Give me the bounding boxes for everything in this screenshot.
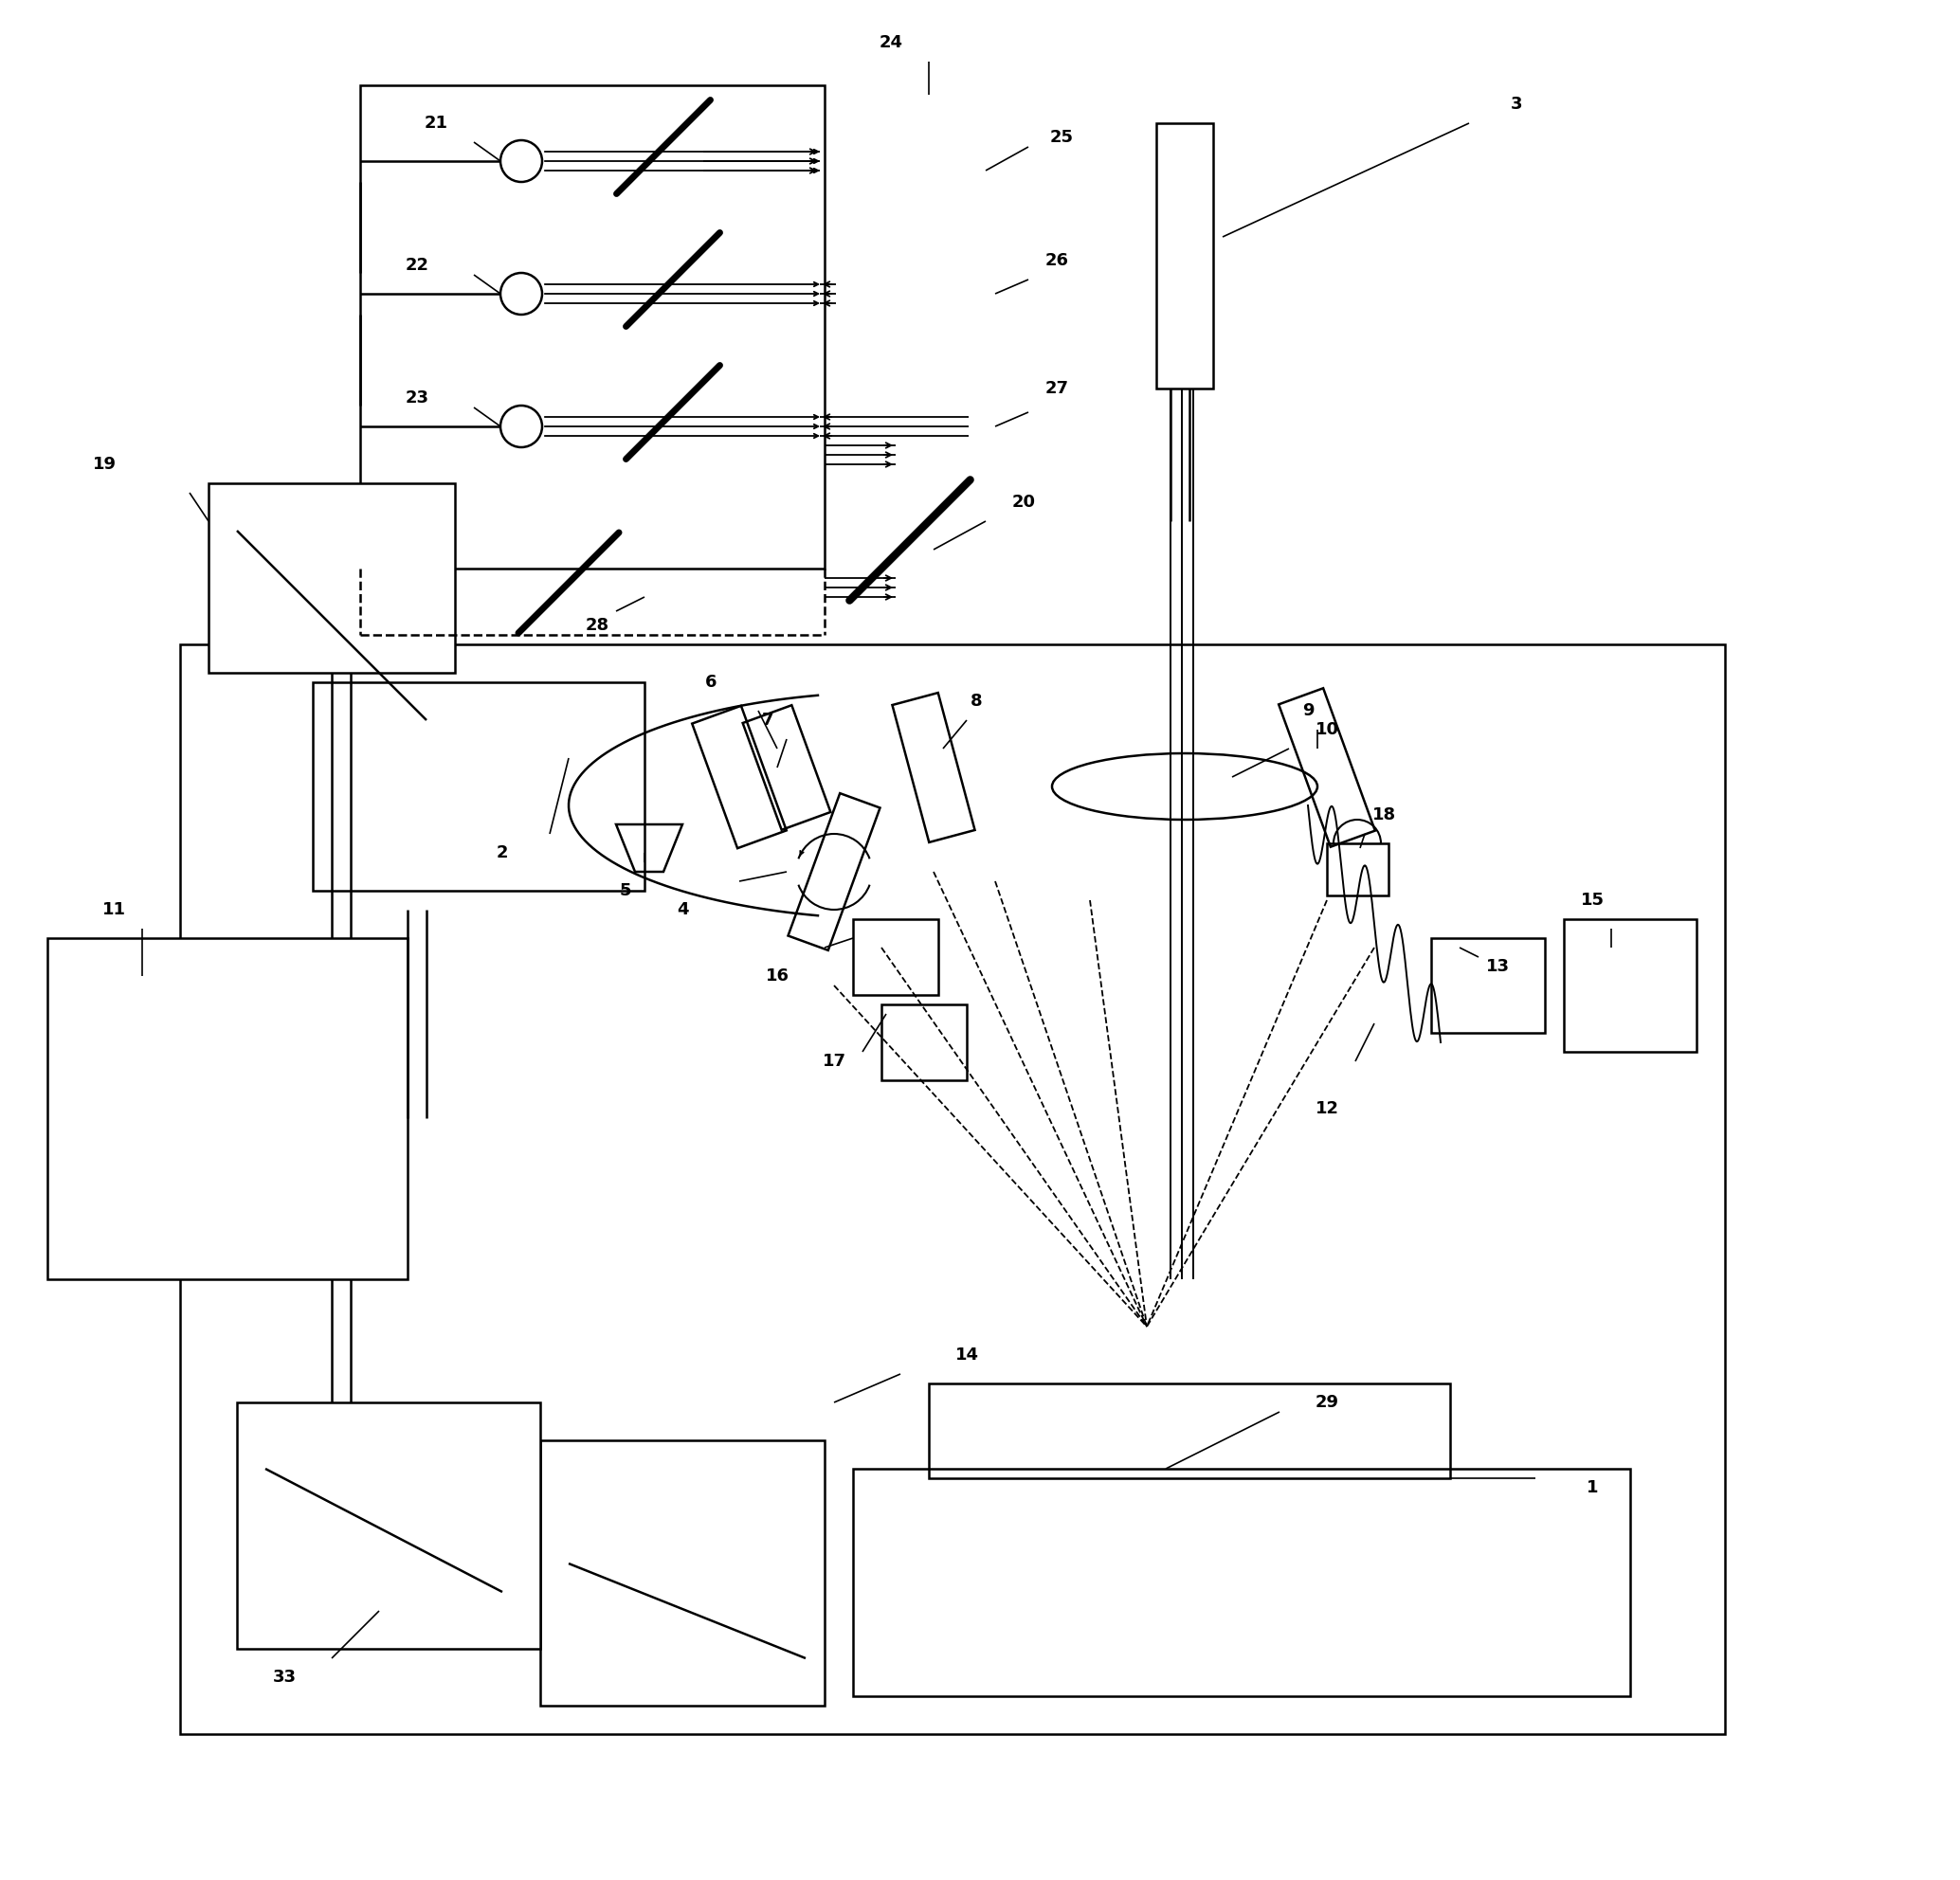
Bar [361,85,825,568]
Text: 3: 3 [1511,96,1523,113]
Text: 4: 4 [676,901,688,917]
Text: 14: 14 [955,1346,978,1363]
Text: 5: 5 [619,882,631,899]
Text: 16: 16 [764,968,790,985]
Text: 12: 12 [1315,1100,1339,1117]
Bar [314,682,645,891]
Text: 26: 26 [1045,252,1068,269]
Text: 24: 24 [880,34,904,51]
Bar [1431,938,1544,1032]
Bar [1156,124,1213,389]
Text: 28: 28 [586,617,610,634]
Text: 2: 2 [496,844,508,861]
Text: 29: 29 [1315,1393,1339,1412]
Text: 1: 1 [1586,1480,1597,1496]
Bar [853,919,939,995]
Text: 27: 27 [1045,380,1068,397]
Text: 21: 21 [423,115,447,132]
Bar [47,938,408,1278]
Bar [929,1384,1450,1478]
Bar [1564,919,1697,1051]
Text: 11: 11 [102,901,125,917]
Bar [853,1468,1631,1696]
Bar [208,483,455,673]
Bar [180,645,1725,1733]
Text: 13: 13 [1486,959,1509,976]
Text: 7: 7 [762,713,774,729]
Text: 20: 20 [1011,494,1035,511]
Text: 8: 8 [970,692,982,711]
Text: 10: 10 [1315,722,1339,739]
Text: 25: 25 [1051,130,1074,147]
Text: 22: 22 [406,258,429,274]
Bar [882,1004,966,1081]
Text: 18: 18 [1372,807,1396,823]
Text: 9: 9 [1301,701,1313,720]
Text: 15: 15 [1580,891,1603,908]
Text: 6: 6 [706,673,717,690]
Text: 19: 19 [92,455,116,474]
Text: 33: 33 [272,1669,296,1686]
Bar [237,1402,541,1649]
Bar [1327,844,1388,895]
Bar [541,1440,825,1705]
Text: 17: 17 [821,1053,847,1070]
Text: 23: 23 [406,389,429,406]
